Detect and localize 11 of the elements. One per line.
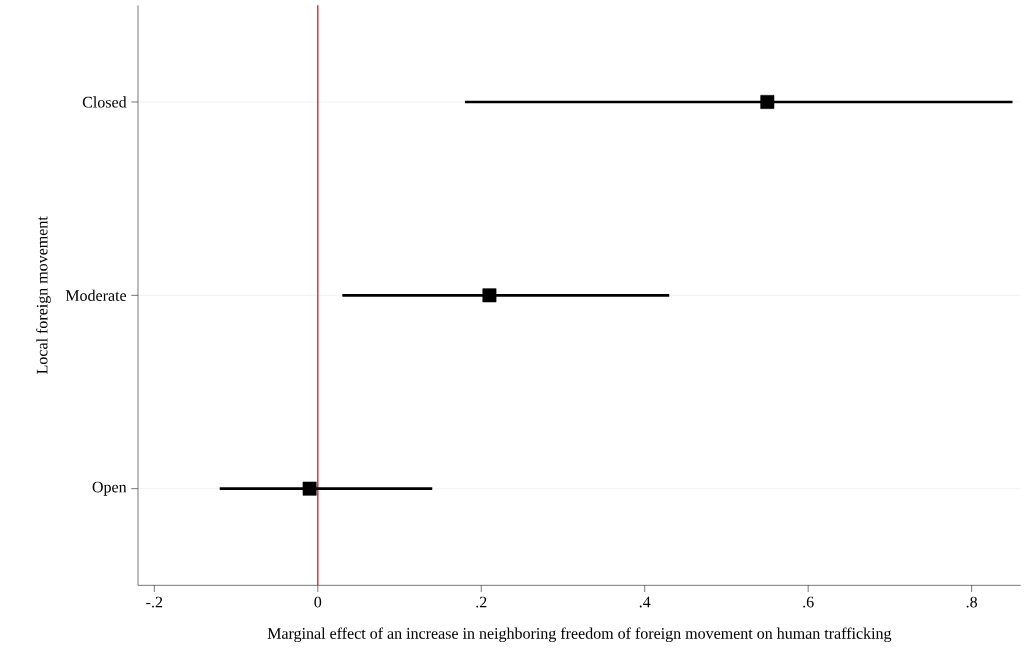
y-axis-title: Local foreign movement — [36, 216, 51, 375]
x-tick-label: .8 — [966, 596, 978, 608]
x-tick-label: .2 — [476, 596, 487, 608]
x-tick-label: -.2 — [146, 596, 163, 608]
y-tick-label: Moderate — [65, 289, 127, 302]
y-tick-label: Closed — [82, 96, 127, 108]
x-tick-label: 0 — [314, 596, 322, 608]
x-axis-title: Marginal effect of an increase in neighboring freedom of foreign movement on human trafficking — [267, 627, 892, 643]
x-tick-label: .4 — [639, 596, 651, 608]
x-tick-label: .6 — [803, 596, 814, 608]
y-tick-label: Open — [92, 481, 127, 496]
